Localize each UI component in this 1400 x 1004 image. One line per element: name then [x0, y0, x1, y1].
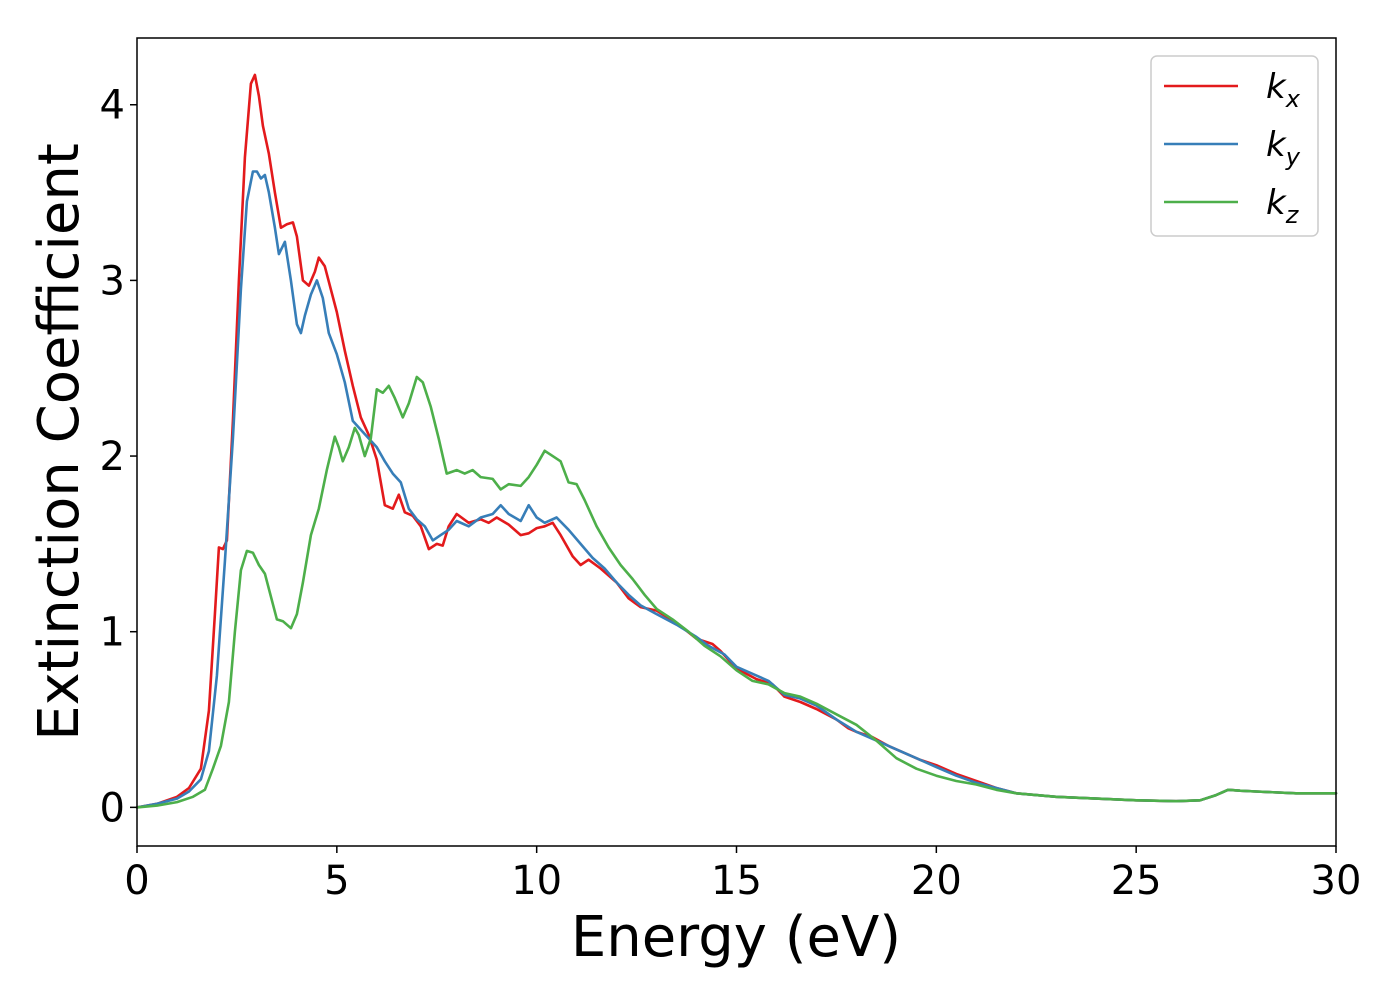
y-axis-ticks: 0 1 2 3 4	[100, 83, 137, 831]
series-line-kz	[135, 375, 1338, 809]
y-tick-label: 1	[100, 610, 125, 656]
x-tick-label: 15	[711, 858, 762, 904]
series-layer	[135, 73, 1338, 809]
y-tick-label: 0	[100, 785, 125, 831]
x-axis-label: Energy (eV)	[571, 905, 901, 970]
legend-label-kx: kx	[1266, 67, 1301, 113]
legend-label-ky: ky	[1266, 125, 1301, 171]
x-tick-label: 20	[911, 858, 962, 904]
x-tick-label: 0	[124, 858, 149, 904]
y-tick-label: 2	[100, 434, 125, 480]
legend-box	[1150, 55, 1319, 237]
x-tick-label: 30	[1311, 858, 1362, 904]
series-line-ky	[135, 170, 1338, 809]
y-axis-label: Extinction Coefficient	[27, 143, 92, 741]
x-tick-label: 10	[511, 858, 562, 904]
x-tick-label: 25	[1111, 858, 1162, 904]
y-tick-label: 4	[100, 83, 125, 129]
x-tick-label: 5	[324, 858, 349, 904]
x-axis-ticks: 0 5 10 15 20 25 30	[124, 846, 1361, 904]
y-tick-label: 3	[100, 258, 125, 304]
